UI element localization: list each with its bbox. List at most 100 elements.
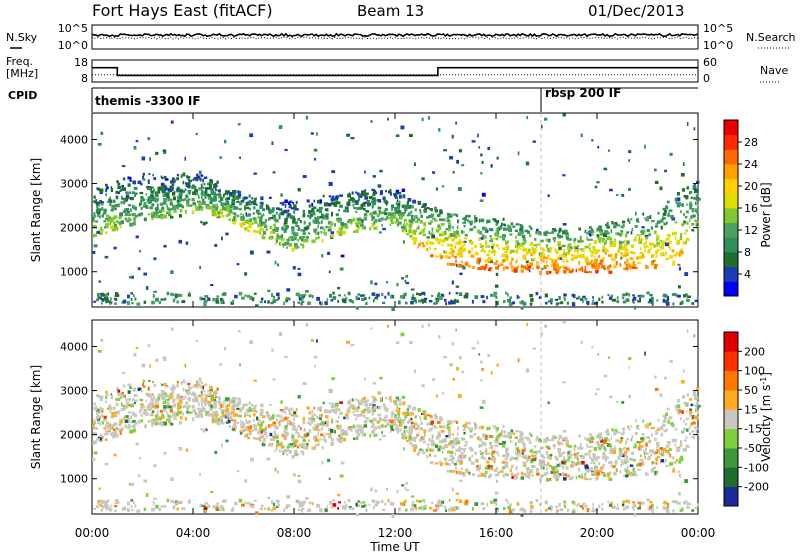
power-cell xyxy=(131,191,135,194)
power-cell xyxy=(454,245,456,249)
power-cell xyxy=(623,239,626,243)
power-cell xyxy=(286,246,289,249)
power-cell xyxy=(542,249,546,252)
velocity-cell xyxy=(492,425,497,428)
power-cell xyxy=(265,219,268,221)
power-cell xyxy=(303,220,306,225)
power-cell xyxy=(511,257,514,261)
power-cell xyxy=(550,301,553,305)
power-cell xyxy=(231,202,236,205)
power-cell xyxy=(603,233,607,237)
power-cell xyxy=(434,247,437,251)
velocity-cell xyxy=(220,422,225,425)
velocity-cell xyxy=(430,439,434,443)
power-cell xyxy=(423,300,427,303)
power-cell xyxy=(224,190,229,194)
velocity-cell xyxy=(154,414,158,418)
power-cell xyxy=(588,247,591,250)
power-cell xyxy=(152,211,156,215)
velocity-cell xyxy=(181,397,185,400)
power-cell xyxy=(377,218,382,222)
velocity-cell xyxy=(108,507,111,511)
velocity-cell xyxy=(480,451,484,456)
velocity-cell xyxy=(381,419,385,422)
power-cell xyxy=(679,236,683,240)
power-cell xyxy=(526,252,529,256)
power-cell xyxy=(276,239,278,244)
power-cell xyxy=(237,123,241,126)
velocity-cell xyxy=(563,459,567,464)
velocity-cell xyxy=(638,447,643,451)
velocity-cell xyxy=(634,473,638,477)
power-cell xyxy=(122,177,126,181)
velocity-cell xyxy=(452,440,456,444)
power-cell xyxy=(418,243,421,247)
power-cell xyxy=(693,127,696,131)
power-cell xyxy=(633,296,636,300)
velocity-cell xyxy=(164,399,168,403)
power-cell xyxy=(320,220,323,224)
power-cell xyxy=(140,182,143,186)
velocity-cell xyxy=(299,427,302,431)
power-cell xyxy=(692,229,695,233)
beam-title: Beam 13 xyxy=(357,2,424,20)
power-cell xyxy=(119,190,122,193)
velocity-cell xyxy=(625,499,628,503)
velocity-cell xyxy=(151,413,154,417)
power-y-axis-label: Slant Range [km] xyxy=(29,158,43,262)
power-cell xyxy=(145,205,148,209)
power-cell xyxy=(406,222,408,226)
velocity-cell xyxy=(306,406,310,410)
velocity-cell xyxy=(389,419,394,423)
power-cell xyxy=(665,252,667,256)
velocity-cell xyxy=(566,508,570,512)
velocity-cell xyxy=(656,456,660,459)
noise-tick-top-left: 10^5 xyxy=(58,22,88,35)
power-cell xyxy=(241,199,244,202)
velocity-cell xyxy=(576,461,580,465)
velocity-cell xyxy=(562,320,566,324)
velocity-cell xyxy=(421,505,424,509)
power-cell xyxy=(135,207,137,211)
power-cell xyxy=(598,254,601,258)
velocity-cell xyxy=(610,501,613,505)
velocity-cell xyxy=(142,379,145,383)
power-cell xyxy=(132,180,136,184)
power-cell xyxy=(209,187,214,191)
power-cell xyxy=(133,217,136,222)
power-cell xyxy=(360,294,364,297)
velocity-cell xyxy=(386,422,389,427)
velocity-cell xyxy=(662,423,665,427)
velocity-cell xyxy=(576,504,579,507)
power-cell xyxy=(511,268,514,272)
velocity-cell xyxy=(365,399,369,402)
velocity-cell xyxy=(436,420,441,424)
velocity-cell xyxy=(609,395,613,399)
power-cell xyxy=(563,296,566,300)
velocity-cell xyxy=(621,427,626,431)
power-cell xyxy=(314,239,316,243)
power-cell xyxy=(516,250,519,255)
power-cell xyxy=(157,214,161,218)
velocity-cell xyxy=(204,502,209,505)
velocity-cell xyxy=(695,404,697,408)
velocity-cell xyxy=(198,394,202,398)
power-cell xyxy=(549,271,552,274)
power-cell xyxy=(386,215,389,220)
power-cell xyxy=(572,255,576,259)
power-cell xyxy=(647,301,652,304)
velocity-cell xyxy=(591,509,595,512)
power-cell xyxy=(592,247,596,251)
power-cell xyxy=(471,247,473,251)
power-cell xyxy=(248,202,253,206)
power-cell xyxy=(302,232,307,236)
velocity-cell xyxy=(430,423,433,426)
velocity-cell xyxy=(397,409,401,414)
power-cell xyxy=(555,269,560,274)
velocity-cell xyxy=(101,421,104,425)
power-cell xyxy=(665,205,669,210)
velocity-cell xyxy=(257,416,260,420)
velocity-cell xyxy=(306,432,310,437)
velocity-cell xyxy=(298,499,300,503)
velocity-cell xyxy=(683,427,686,431)
